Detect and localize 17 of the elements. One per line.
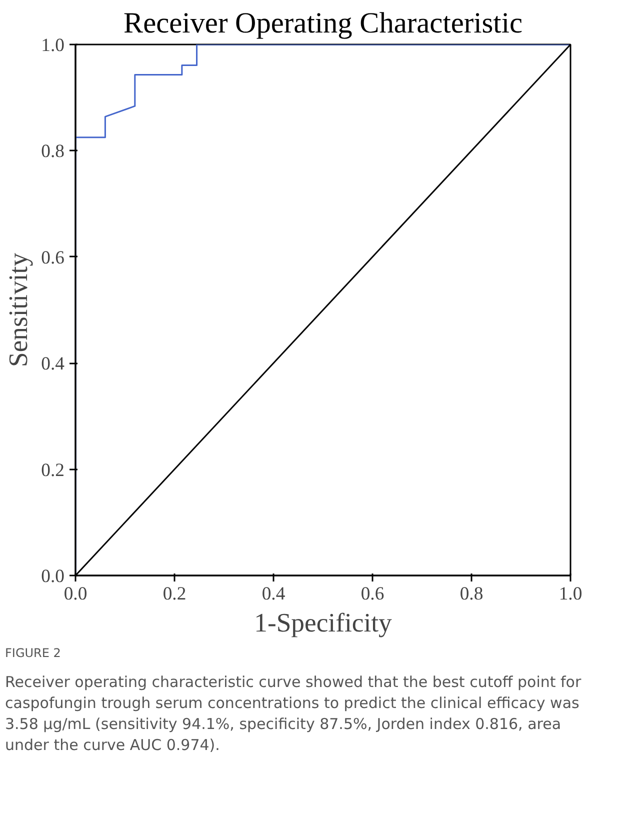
caption: FIGURE 2 — [5, 645, 61, 662]
chart-title: Receiver Operating Characteristic — [124, 8, 523, 40]
y-tick-label: 1.0 — [41, 35, 65, 56]
y-tick-label: 0.0 — [41, 566, 65, 587]
y-tick-label: 0.8 — [41, 141, 65, 162]
text: Receiver operating characteristic curve showed that the best cutoff point for caspofungin trough serum concentrations to predict the clinical efficacy was 3.58 µg/mL (sensitivity 94.1%, specificity 87.5%, Jorden index 0.816, area under the curve AUC 0.974). — [5, 672, 582, 756]
x-tick-label: 0.6 — [360, 584, 384, 604]
x-tick-label: 1.0 — [558, 584, 582, 604]
y-tick-label: 0.6 — [41, 247, 65, 268]
y-tick-label: 0.2 — [41, 460, 65, 481]
y-tick-label: 0.4 — [41, 354, 66, 375]
x-axis-title: 1-Specificity — [254, 608, 393, 638]
x-tick-label: 0.4 — [262, 584, 286, 604]
x-tick-label: 0.8 — [460, 584, 484, 604]
x-tick-label: 0.0 — [64, 584, 88, 604]
y-axis-title: Sensitivity — [3, 252, 34, 368]
x-tick-label: 0.2 — [162, 584, 186, 604]
